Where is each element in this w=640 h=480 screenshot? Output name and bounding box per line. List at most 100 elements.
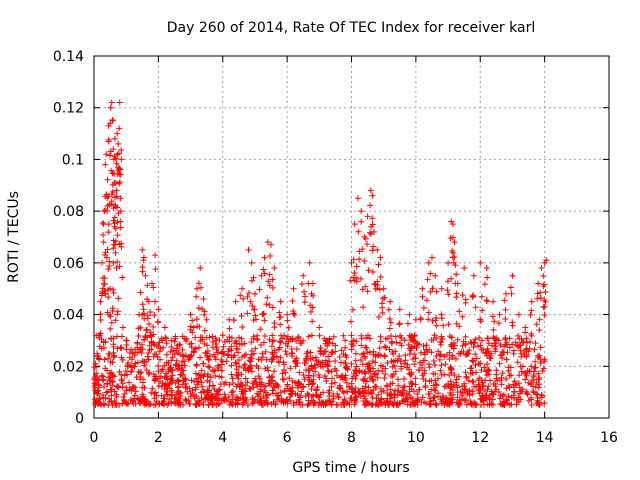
data-point bbox=[364, 363, 371, 370]
data-point bbox=[359, 369, 366, 376]
data-point bbox=[99, 259, 106, 266]
y-tick-label: 0.06 bbox=[53, 256, 84, 272]
data-point bbox=[190, 349, 197, 356]
data-point bbox=[437, 341, 444, 348]
data-point bbox=[275, 358, 282, 365]
data-point bbox=[113, 265, 120, 272]
data-point bbox=[225, 348, 232, 355]
data-point bbox=[112, 155, 119, 162]
data-point bbox=[352, 393, 359, 400]
data-point bbox=[423, 342, 430, 349]
data-point bbox=[128, 368, 135, 375]
data-point bbox=[244, 310, 251, 317]
data-point bbox=[522, 376, 529, 383]
data-point bbox=[485, 350, 492, 357]
data-point bbox=[105, 355, 112, 362]
data-point bbox=[209, 338, 216, 345]
data-point bbox=[156, 378, 163, 385]
data-point bbox=[156, 339, 163, 346]
data-point bbox=[93, 370, 100, 377]
data-point bbox=[309, 280, 316, 287]
data-point bbox=[499, 348, 506, 355]
data-point bbox=[145, 350, 152, 357]
data-point bbox=[241, 362, 248, 369]
data-point bbox=[523, 353, 530, 360]
data-point bbox=[198, 367, 205, 374]
data-point bbox=[163, 388, 170, 395]
data-point bbox=[248, 368, 255, 375]
data-point bbox=[445, 380, 452, 387]
data-point bbox=[352, 399, 359, 406]
data-point bbox=[490, 326, 497, 333]
data-point bbox=[236, 341, 243, 348]
data-point bbox=[433, 401, 440, 408]
data-point bbox=[244, 379, 251, 386]
data-point bbox=[459, 313, 466, 320]
data-point bbox=[543, 257, 550, 264]
data-point bbox=[381, 353, 388, 360]
data-point bbox=[414, 341, 421, 348]
data-point bbox=[179, 346, 186, 353]
data-point bbox=[190, 324, 197, 331]
data-point bbox=[206, 364, 213, 371]
data-point bbox=[367, 389, 374, 396]
data-point bbox=[308, 386, 315, 393]
data-point bbox=[388, 340, 395, 347]
data-point bbox=[290, 308, 297, 315]
data-point bbox=[219, 348, 226, 355]
data-point bbox=[111, 214, 118, 221]
data-point bbox=[459, 383, 466, 390]
data-point bbox=[250, 333, 257, 340]
data-point bbox=[351, 221, 358, 228]
data-point bbox=[405, 341, 412, 348]
data-point bbox=[379, 309, 386, 316]
data-point bbox=[503, 376, 510, 382]
data-point bbox=[343, 363, 350, 370]
data-point bbox=[473, 355, 480, 362]
data-point bbox=[444, 287, 451, 294]
data-point bbox=[520, 338, 527, 345]
data-point bbox=[421, 367, 428, 374]
data-point bbox=[197, 374, 204, 381]
data-point bbox=[477, 395, 484, 402]
data-point bbox=[394, 399, 401, 406]
data-point bbox=[119, 333, 126, 340]
data-point bbox=[387, 386, 394, 393]
data-point bbox=[167, 348, 174, 355]
data-point bbox=[537, 359, 544, 366]
data-point bbox=[410, 388, 417, 395]
data-point bbox=[494, 377, 501, 384]
data-point bbox=[472, 351, 479, 358]
data-point bbox=[146, 342, 153, 349]
data-point bbox=[110, 349, 117, 356]
data-point bbox=[188, 377, 195, 384]
data-point bbox=[422, 400, 429, 407]
data-point bbox=[425, 309, 432, 316]
data-point bbox=[392, 333, 399, 340]
data-point bbox=[209, 401, 216, 408]
data-point bbox=[479, 337, 486, 344]
data-point bbox=[447, 235, 454, 242]
data-point bbox=[438, 311, 445, 318]
data-point bbox=[310, 392, 317, 399]
data-point bbox=[426, 361, 433, 368]
data-point bbox=[515, 343, 522, 350]
data-point bbox=[503, 356, 510, 363]
data-point bbox=[158, 368, 165, 375]
data-point bbox=[114, 204, 121, 211]
data-point bbox=[193, 375, 200, 382]
data-point bbox=[243, 397, 250, 404]
data-point bbox=[101, 356, 108, 363]
data-point bbox=[406, 311, 413, 318]
data-point bbox=[532, 383, 539, 390]
data-point bbox=[100, 280, 107, 287]
data-point bbox=[538, 265, 545, 272]
data-point bbox=[336, 382, 343, 389]
data-point bbox=[536, 381, 543, 388]
data-point bbox=[230, 317, 237, 324]
data-point bbox=[338, 373, 345, 380]
data-point bbox=[115, 140, 122, 147]
data-point bbox=[232, 359, 239, 366]
data-point bbox=[308, 378, 315, 385]
data-point bbox=[216, 400, 223, 407]
